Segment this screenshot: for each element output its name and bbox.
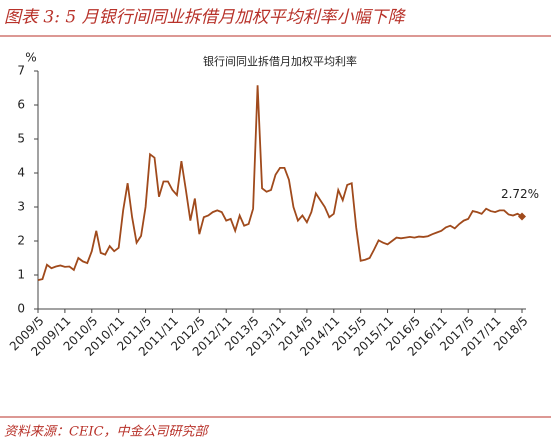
y-tick-label: 6	[17, 98, 25, 112]
y-tick-label: 4	[17, 166, 25, 180]
point-marker	[518, 212, 526, 221]
y-tick-label: 0	[17, 302, 25, 316]
source: 资料来源：CEIC，中金公司研究部	[4, 424, 210, 440]
y-axis-label: %	[25, 51, 36, 65]
y-tick-label: 2	[17, 234, 25, 248]
y-tick-label: 5	[17, 132, 25, 146]
data-label: 2.72%	[501, 187, 539, 201]
y-tick-label: 1	[17, 268, 25, 282]
chart-title: 银行间同业拆借月加权平均利率	[203, 54, 357, 68]
y-tick-label: 3	[17, 200, 25, 214]
series-line	[37, 85, 523, 281]
header-title: 图表 3: 5 月银行间同业拆借月加权平均利率小幅下降	[4, 8, 407, 28]
y-tick-label: 7	[17, 64, 25, 78]
